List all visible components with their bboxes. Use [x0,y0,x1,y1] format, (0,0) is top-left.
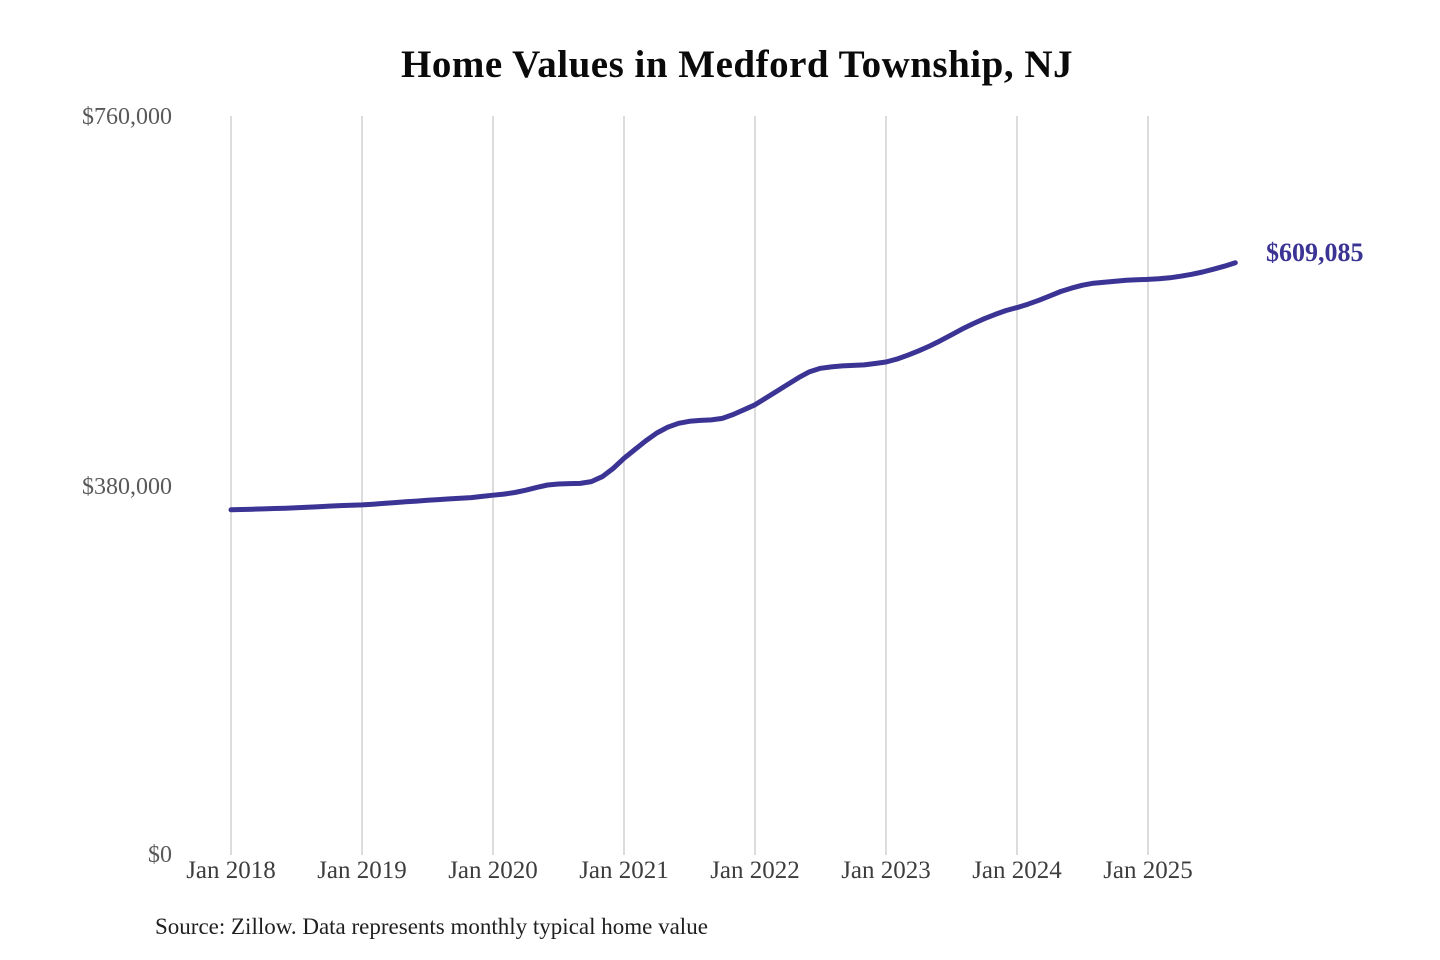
y-tick-label-0: $0 [148,842,172,868]
source-note: Source: Zillow. Data represents monthly … [155,914,708,939]
x-tick-label-2025: Jan 2025 [1103,857,1193,884]
y-tick-label-380000: $380,000 [82,474,172,500]
x-tick-label-2020: Jan 2020 [448,857,538,884]
end-value-label: $609,085 [1266,238,1364,267]
x-tick-label-2022: Jan 2022 [710,857,800,884]
x-tick-label-2024: Jan 2024 [972,857,1062,884]
x-tick-label-2021: Jan 2021 [579,857,669,884]
page-title: Home Values in Medford Township, NJ [401,43,1073,86]
x-tick-label-2023: Jan 2023 [841,857,931,884]
x-tick-label-2019: Jan 2019 [317,857,407,884]
gridlines-group [230,116,1149,855]
home-value-line [228,260,1238,513]
y-tick-label-760000: $760,000 [82,104,172,130]
x-tick-label-2018: Jan 2018 [186,857,276,884]
